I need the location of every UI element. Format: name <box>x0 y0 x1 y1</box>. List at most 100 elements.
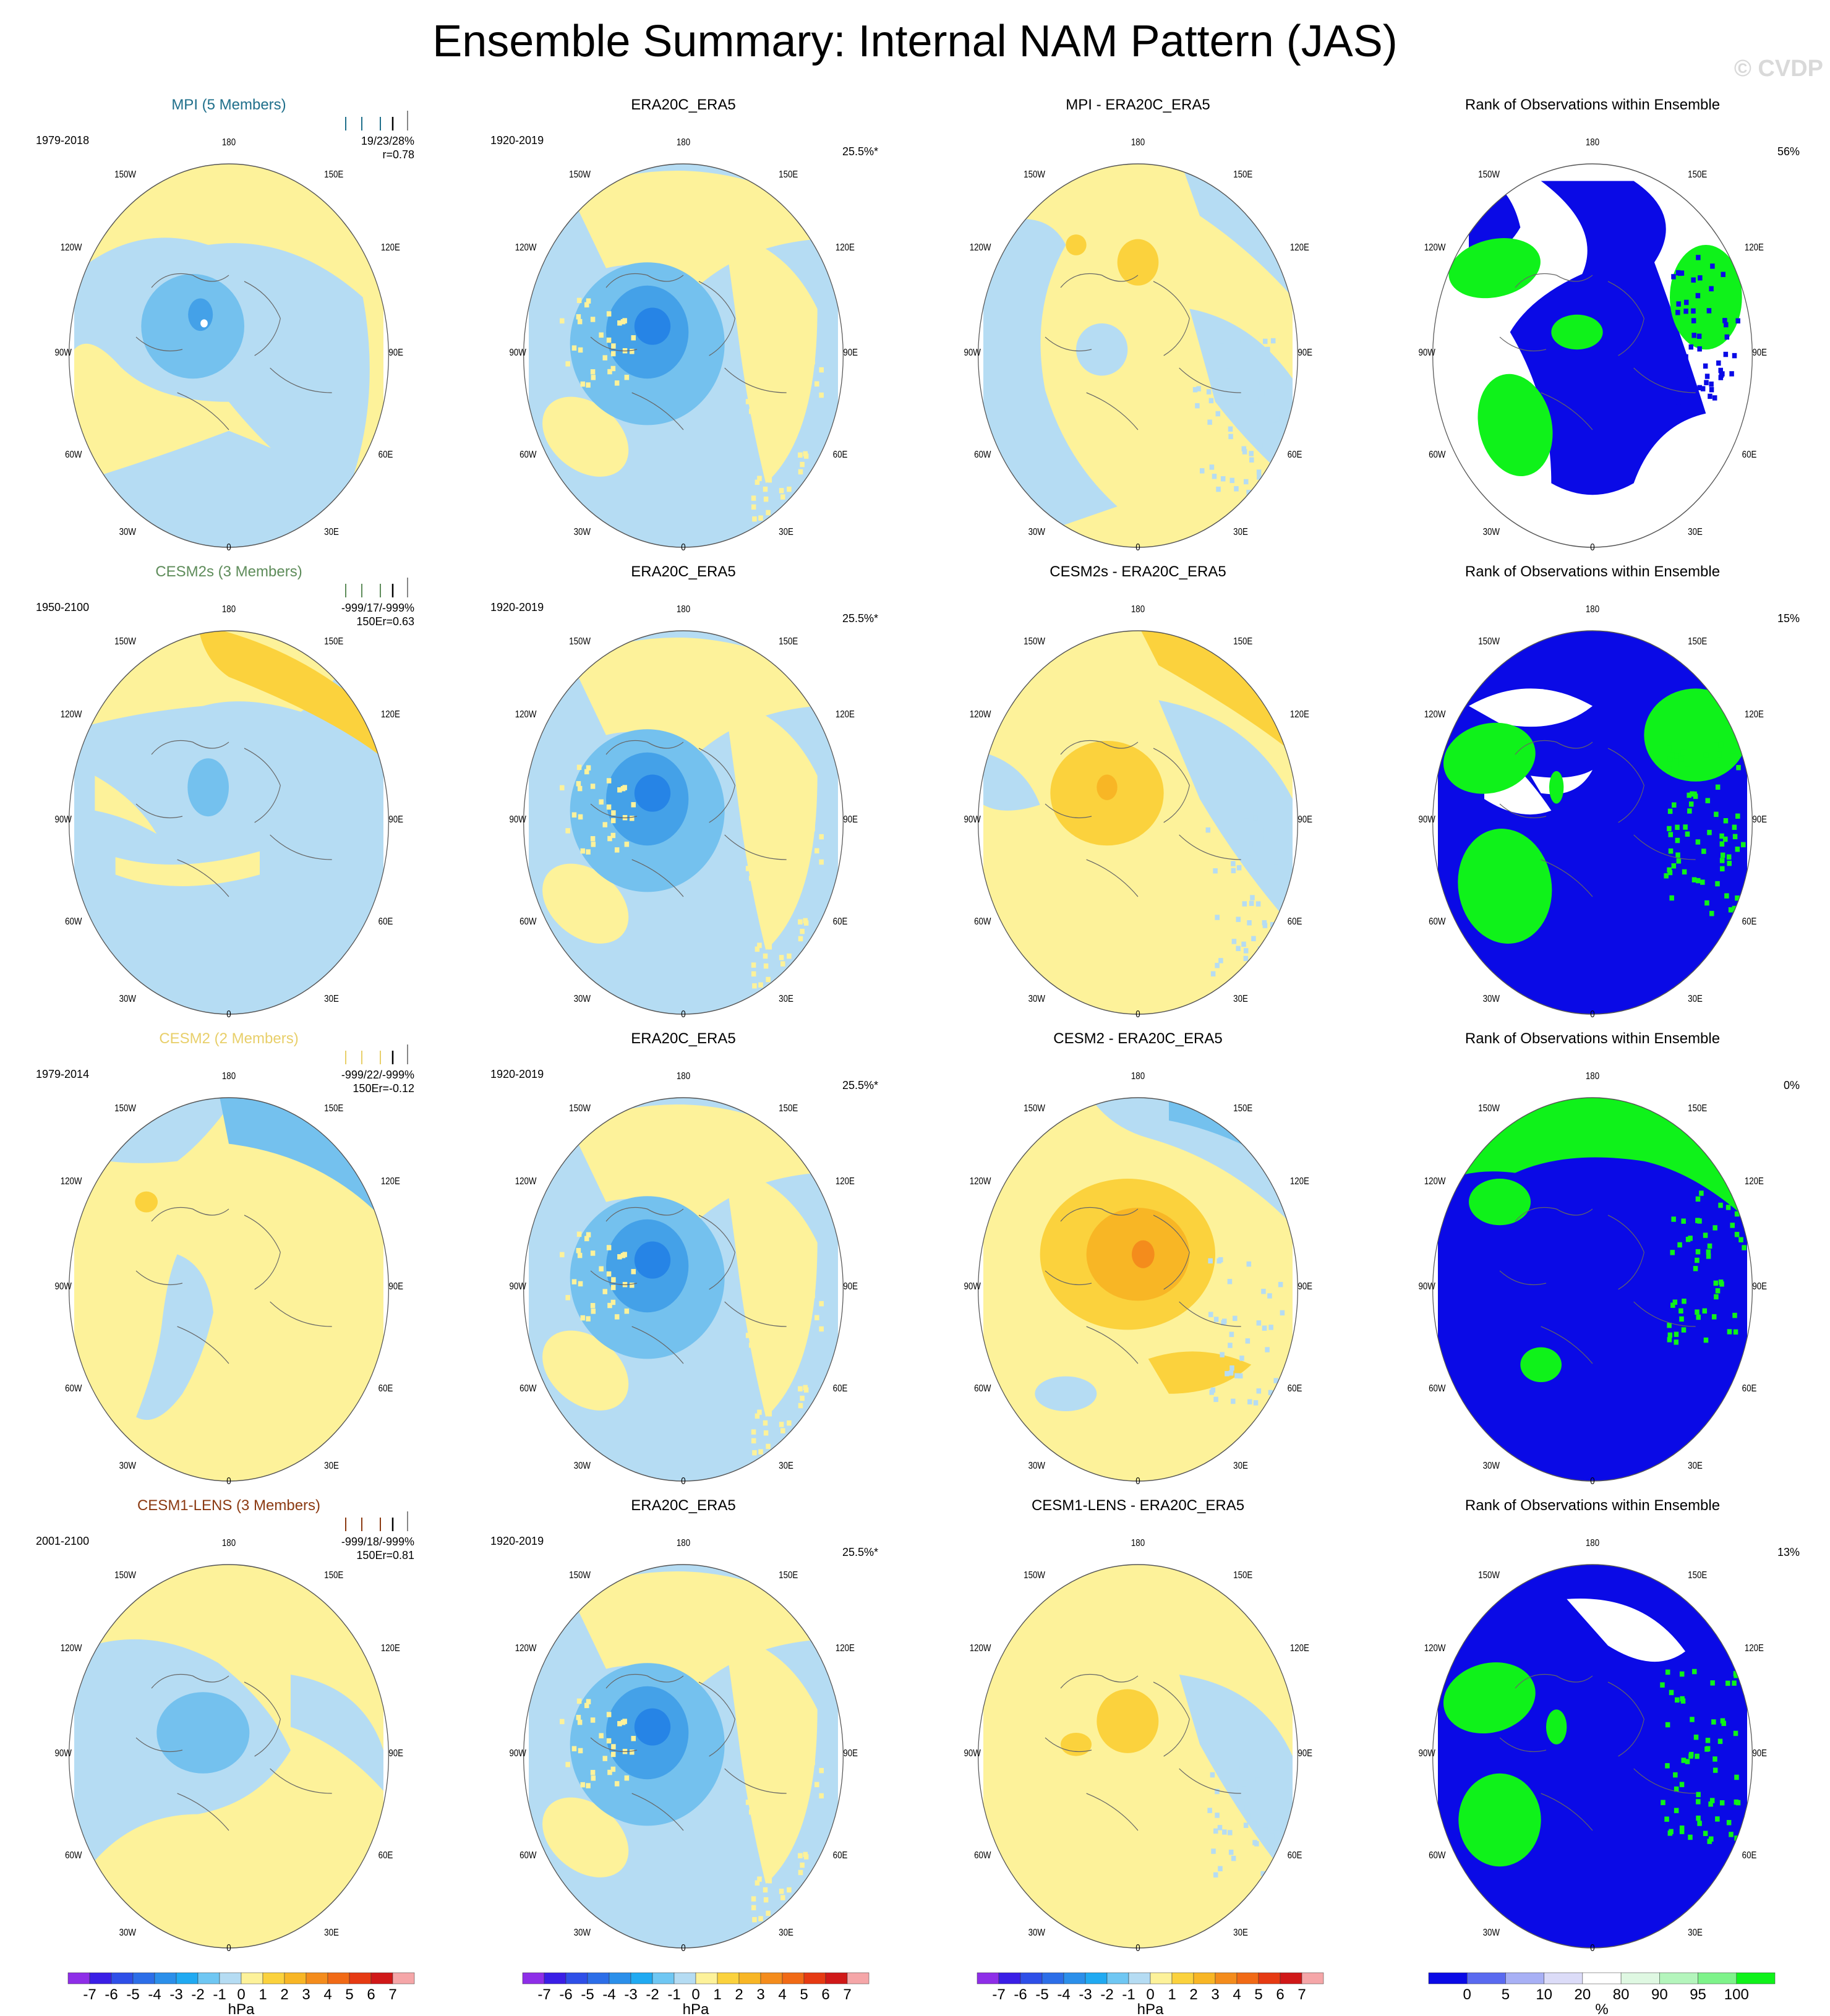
pacific-positive-band <box>570 1571 818 1686</box>
longitude-label-e60: 60E <box>833 450 848 460</box>
grid-cell <box>1709 387 1714 393</box>
coastlines <box>135 740 332 897</box>
canada-negative-region <box>983 752 1040 811</box>
grid-cell <box>758 1916 763 1921</box>
grid-cell <box>576 314 581 320</box>
grid-cell <box>591 375 596 380</box>
grid-cell <box>1266 1803 1271 1808</box>
map-boundary <box>978 1564 1298 1949</box>
period-label: 2001-2100 <box>36 1535 90 1547</box>
grid-cell <box>610 1766 616 1772</box>
map-boundary <box>523 1097 844 1482</box>
grid-cell <box>800 1395 805 1401</box>
grid-cell <box>1681 1218 1686 1224</box>
grid-cell <box>777 1835 782 1840</box>
grid-cell <box>819 392 824 398</box>
grid-cell <box>748 1809 754 1815</box>
grid-cell <box>606 804 612 810</box>
grid-cell <box>1262 1785 1267 1790</box>
map-field <box>529 1565 838 1948</box>
grid-cell <box>781 1310 787 1315</box>
map-container: 180 0 150W 150E 120W 120E 90W 90E 60W 60E 30W 30E <box>43 133 414 553</box>
longitude-label-e90: 90E <box>388 814 403 825</box>
grid-cell <box>787 1420 792 1426</box>
grid-cell <box>1262 338 1268 344</box>
grid-cell <box>815 1782 819 1788</box>
grid-cell <box>751 1896 756 1902</box>
longitude-label-w30: 30W <box>1028 1461 1045 1471</box>
polar-map: 180 0 150W 150E 120W 120E 90W 90E 60W 60E 30W 30E <box>1418 604 1767 1020</box>
grid-cell <box>1222 1829 1227 1835</box>
colorbar-swatch <box>1582 1972 1622 1984</box>
longitude-label-e60: 60E <box>1742 1850 1757 1861</box>
panel-obs: ERA20C_ERA5 1920-2019 25.5%* 180 0 150W 150E 12… <box>455 96 912 566</box>
panel-rank: Rank of Observations within Ensemble 15% 1… <box>1364 563 1821 1033</box>
longitude-label-w60: 60W <box>519 916 536 927</box>
grid-cell <box>611 810 616 816</box>
map-container: 180 0 150W 150E 120W 120E 90W 90E 60W 60E 30W 30E <box>43 600 414 1020</box>
grid-cell <box>747 361 752 366</box>
pacific-positive-band <box>570 1104 818 1219</box>
grid-cell <box>1734 1231 1740 1237</box>
longitude-label-e150: 150E <box>1688 636 1707 647</box>
polar-map: 180 0 150W 150E 120W 120E 90W 90E 60W 60E 30W 30E <box>964 1538 1312 1954</box>
longitude-label-w150: 150W <box>1024 1103 1045 1114</box>
longitude-label-w30: 30W <box>1483 994 1500 1004</box>
grid-cell <box>792 406 797 412</box>
grid-cell <box>779 1422 784 1427</box>
grid-cell <box>1270 921 1275 928</box>
grid-cell <box>1715 1288 1721 1294</box>
grid-cell <box>1703 363 1708 369</box>
longitude-label-top: 180 <box>1586 604 1599 615</box>
colorbar-swatch <box>1193 1972 1216 1984</box>
longitude-label-e90: 90E <box>1752 348 1767 358</box>
panel-title: CESM1-LENS (3 Members) <box>137 1497 321 1514</box>
grid-cell <box>766 474 771 481</box>
grid-cell <box>610 1284 616 1291</box>
map-boundary <box>69 1097 389 1482</box>
longitude-label-w60: 60W <box>1429 916 1445 927</box>
longitude-label-w30: 30W <box>1028 527 1045 537</box>
longitude-label-w150: 150W <box>1478 1103 1500 1114</box>
panel-title: CESM1-LENS - ERA20C_ERA5 <box>1031 1497 1245 1514</box>
grid-cell <box>815 1315 819 1321</box>
grid-cell <box>1282 1841 1287 1847</box>
grid-cell <box>1709 381 1714 387</box>
grid-cell <box>783 1837 788 1843</box>
longitude-label-w120: 120W <box>1424 242 1446 253</box>
longitude-label-w30: 30W <box>1483 1928 1500 1938</box>
longitude-label-w30: 30W <box>1483 1461 1500 1471</box>
grid-cell <box>1682 869 1687 875</box>
colorbar-swatch <box>1128 1972 1151 1984</box>
grid-cell <box>819 367 824 373</box>
grid-cell <box>578 1748 583 1754</box>
coastlines <box>590 740 787 897</box>
variance-stat: -999/18/-999% <box>341 1535 414 1548</box>
variance-stat: -999/17/-999% <box>341 602 414 614</box>
grid-cell <box>610 351 616 357</box>
longitude-label-top: 180 <box>1586 1071 1599 1082</box>
longitude-label-e60: 60E <box>833 1850 848 1861</box>
grid-cell <box>752 1916 757 1923</box>
grid-cell <box>586 1699 591 1704</box>
grid-cell <box>1691 318 1696 323</box>
grid-cell <box>602 1289 607 1294</box>
longitude-label-w120: 120W <box>970 242 991 253</box>
grid-cell <box>810 359 815 365</box>
grid-cell <box>754 1778 759 1783</box>
grid-cell <box>763 1430 769 1436</box>
longitude-label-w30: 30W <box>574 1928 591 1938</box>
map-container: 180 0 150W 150E 120W 120E 90W 90E 60W 60E 30W 30E <box>952 600 1323 1020</box>
longitude-label-e120: 120E <box>381 709 400 720</box>
longitude-label-w60: 60W <box>65 1850 82 1861</box>
grid-cell <box>789 1823 793 1829</box>
longitude-label-w30: 30W <box>119 1928 136 1938</box>
grid-cell <box>1667 756 1673 762</box>
grid-cell <box>787 860 792 866</box>
colorbar-unit: hPa <box>1137 2001 1164 2016</box>
grid-cell <box>1270 338 1276 344</box>
percent-label: 0% <box>1783 1079 1800 1091</box>
grid-cell <box>1222 1318 1227 1324</box>
grid-cell <box>1696 333 1702 339</box>
grid-cell <box>1696 1815 1701 1821</box>
